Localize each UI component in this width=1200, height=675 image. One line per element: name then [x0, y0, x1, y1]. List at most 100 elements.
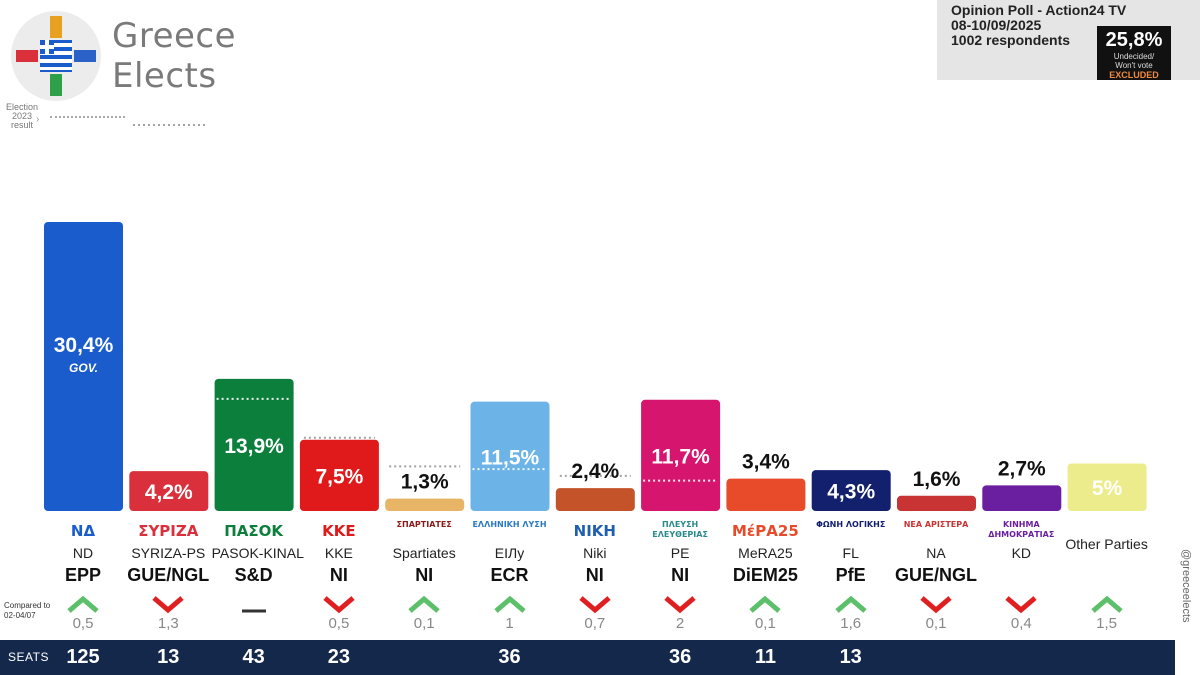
compared-to-label: Compared to 02-04/07 — [4, 601, 50, 621]
eu-group: PfE — [835, 565, 866, 585]
bar-value-label: 30,4% — [54, 334, 114, 357]
bar-elly — [470, 401, 550, 511]
arrow-up-icon — [408, 595, 440, 613]
greece-elects-logo — [11, 11, 101, 101]
eu-group: EPP — [64, 565, 102, 585]
pasok-kinal-logo: ΠΑΣΟΚ — [224, 522, 283, 540]
seat-count: 36 — [498, 646, 521, 668]
seats-label: SEATS — [8, 650, 49, 664]
arrow-down-icon — [579, 596, 611, 614]
arrow-down-icon — [1005, 596, 1037, 614]
arrow-up-icon — [1090, 595, 1123, 613]
poll-title: Opinion Poll - Action24 TV — [951, 2, 1127, 18]
undecided-percentage: 25,8% — [1105, 29, 1163, 51]
na-logo: ΝΕΑ ΑΡΙΣΤΕΡΑ — [903, 520, 969, 529]
party-name: PE — [670, 545, 690, 561]
bar-value-label: 4,3% — [827, 481, 875, 504]
election-dotted-legend — [50, 116, 125, 118]
election-note-line1: Election — [5, 102, 39, 112]
eu-group: NI — [671, 565, 690, 585]
change-value: 0,1 — [925, 615, 947, 632]
bar-mera25 — [726, 478, 806, 511]
eu-group: ECR — [490, 565, 529, 585]
bar-fl — [811, 470, 891, 511]
party-name: ND — [72, 545, 94, 561]
eu-group: NI — [585, 565, 604, 585]
change-value: 0,1 — [413, 615, 435, 632]
bar-pe — [641, 399, 721, 511]
bar-value-label: 1,3% — [401, 471, 449, 494]
eu-group: GUE/NGL — [127, 565, 210, 585]
eu-group: NI — [415, 565, 434, 585]
party-name: KKE — [324, 545, 353, 561]
bar-other-parties — [1067, 463, 1147, 511]
party-name: PASOK-KINAL — [211, 545, 304, 561]
arrow-down-icon — [152, 596, 184, 614]
seat-count: 13 — [157, 646, 180, 668]
bar-value-label: 5% — [1092, 477, 1123, 500]
eu-group: GUE/NGL — [894, 565, 977, 585]
undecided-badge: 25,8% Undecided/ Won't vote EXCLUDED — [1097, 26, 1171, 80]
arrow-down-icon — [920, 596, 952, 614]
seat-count: 43 — [242, 646, 265, 668]
poll-dates: 08-10/09/2025 — [951, 17, 1042, 33]
eu-group: S&D — [234, 565, 273, 585]
handle-text: @greeceelects — [1180, 549, 1192, 623]
compared-to-line2: 02-04/07 — [4, 611, 36, 620]
change-value: 2 — [675, 615, 685, 632]
party-name: FL — [842, 545, 859, 561]
seat-count: 36 — [668, 646, 692, 668]
seats-bar — [0, 640, 1175, 675]
change-value: 0,1 — [754, 615, 776, 632]
change-value: 0,5 — [328, 615, 350, 632]
syriza-ps-logo: ΣΥΡΙΖΑ — [138, 522, 199, 540]
change-value: 1 — [505, 615, 514, 632]
kd-logo: ΚΙΝΗΜΑ ΔΗΜΟΚΡΑΤΙΑΣ — [988, 520, 1055, 539]
bar-value-label: 13,9% — [224, 435, 284, 458]
undecided-label: Undecided/ — [1113, 52, 1155, 61]
change-value: 1,3 — [157, 615, 179, 632]
bar-value-label: 11,5% — [481, 446, 540, 469]
bar-kd — [982, 485, 1062, 511]
brand-title-line2: Elects — [112, 56, 217, 96]
fl-logo: ΦΩΝΗ ΛΟΓΙΚΗΣ — [816, 520, 886, 529]
bar-kke — [299, 439, 379, 511]
bar-niki — [555, 488, 635, 511]
twitter-handle: @greeceelects — [1176, 545, 1196, 635]
arrow-up-icon — [835, 595, 867, 613]
change-value: 0,7 — [584, 615, 606, 632]
party-name: SYRIZA-PS — [131, 545, 206, 561]
arrow-up-icon — [493, 595, 526, 613]
ei-y-logo: ΕΛΛΗΝΙΚΗ ΛΥΣΗ — [472, 520, 547, 529]
bar-value-label: 11,7% — [651, 445, 710, 468]
bar-pasok-kinal — [214, 378, 294, 511]
seat-count: 13 — [839, 646, 862, 668]
bar-syriza-ps — [129, 471, 209, 511]
change-value: 1,5 — [1096, 615, 1118, 632]
arrow-down-icon — [664, 596, 696, 614]
arrow-up-icon — [749, 595, 782, 613]
chevron-right-icon: › — [36, 114, 40, 125]
no-change-icon — [241, 609, 266, 613]
arrow-down-icon — [323, 596, 355, 614]
brand-title-line1: Greece — [112, 16, 237, 56]
party-name: Spartiates — [392, 545, 456, 561]
party-name: MeRA25 — [738, 545, 793, 561]
seat-count: 125 — [66, 646, 100, 668]
bar-value-label: 1,6% — [913, 468, 961, 491]
bar-spartiates — [385, 498, 465, 511]
change-value: 0,5 — [72, 615, 94, 632]
wont-vote-label: Won't vote — [1115, 61, 1153, 70]
kke-logo: ΚΚΕ — [322, 522, 356, 540]
election-note-line2: 2023 — [11, 111, 33, 121]
government-note: GOV. — [69, 361, 98, 375]
compared-to-line1: Compared to — [4, 601, 51, 610]
party-name: Niki — [583, 545, 607, 561]
spartiates-logo: ΣΠΑΡΤΙΑΤΕΣ — [396, 520, 452, 529]
eu-group: NI — [329, 565, 348, 585]
seat-count: 23 — [327, 646, 351, 668]
change-value: 1,6 — [840, 615, 862, 632]
election-note-line3: result — [10, 120, 33, 130]
change-value: 0,4 — [1010, 615, 1032, 632]
